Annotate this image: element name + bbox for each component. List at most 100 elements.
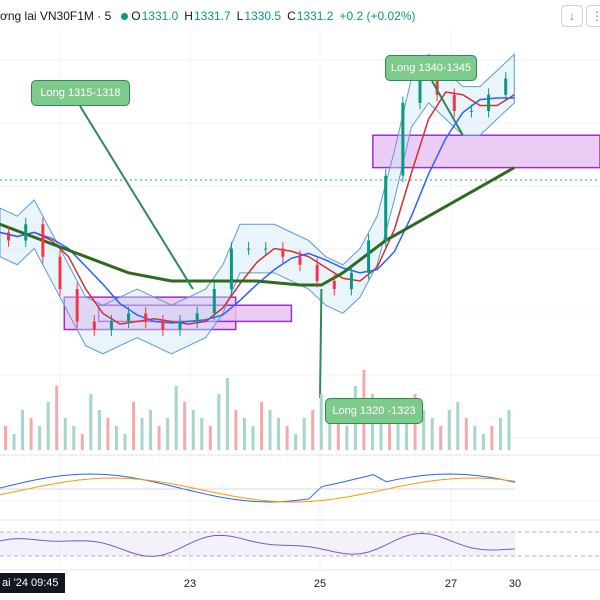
macd-signal-line xyxy=(0,477,516,503)
time-badge: ai '24 09:45 xyxy=(0,573,65,593)
candle-body xyxy=(452,94,456,111)
volume-bar xyxy=(21,410,25,450)
volume-bar xyxy=(405,402,409,450)
more-icon[interactable]: ⋮ xyxy=(586,5,600,27)
candle-body xyxy=(195,313,199,322)
volume-bar xyxy=(379,402,383,450)
annotation-long-1340-1345[interactable]: Long 1340-1345 xyxy=(385,55,477,81)
candle-body xyxy=(332,280,336,290)
volume-bar xyxy=(191,410,195,450)
volume-bar xyxy=(396,418,400,450)
volume-bar xyxy=(132,402,135,450)
open-label: O xyxy=(131,9,141,23)
candle-body xyxy=(487,94,491,111)
candle-body xyxy=(127,313,131,322)
volume-bar xyxy=(251,426,255,450)
close-label: C xyxy=(287,9,296,23)
volume-bar xyxy=(97,410,101,450)
volume-bar xyxy=(336,418,340,450)
candle-body xyxy=(247,248,251,250)
volume-bar xyxy=(29,418,33,450)
candle-body xyxy=(315,264,319,281)
volume-bar xyxy=(388,410,391,450)
candle-body xyxy=(435,78,439,95)
candle-body xyxy=(349,272,353,290)
annotation-pointer xyxy=(319,289,323,399)
volume-bar xyxy=(277,418,281,450)
candle-body xyxy=(469,110,473,112)
volume-bar xyxy=(72,426,76,450)
volume-bar xyxy=(490,426,494,450)
volume-bar xyxy=(89,394,93,450)
volume-bar xyxy=(473,426,477,450)
volume-bar xyxy=(55,386,59,450)
candle-body xyxy=(229,248,233,290)
symbol-title[interactable]: ơng lai VN30F1M · 5 xyxy=(0,9,112,23)
volume-bar xyxy=(481,434,485,450)
volume-bar xyxy=(345,426,349,450)
x-tick: 30 xyxy=(508,578,522,590)
volume-bar xyxy=(311,410,315,450)
x-tick: 27 xyxy=(444,578,458,590)
x-tick: 23 xyxy=(183,578,197,590)
volume-bar xyxy=(174,386,178,450)
volume-bar xyxy=(225,378,229,450)
volume-bar xyxy=(183,402,187,450)
volume-bar xyxy=(200,418,204,450)
volume-bar xyxy=(464,418,468,450)
candle-body xyxy=(298,256,302,265)
volume-bar xyxy=(507,410,511,450)
volume-bar xyxy=(46,402,50,450)
volume-bar xyxy=(268,410,272,450)
volume-bar xyxy=(422,410,426,450)
macd-line xyxy=(0,473,516,503)
volume-bar xyxy=(114,426,118,450)
candle-body xyxy=(384,175,388,241)
high-value: 1331.7 xyxy=(193,9,231,23)
candle-body xyxy=(281,248,285,257)
volume-bar xyxy=(166,418,170,450)
volume-bar xyxy=(498,418,502,450)
low-label: L xyxy=(236,9,244,23)
volume-bar xyxy=(328,402,332,450)
candle-body xyxy=(144,313,148,322)
x-tick: 25 xyxy=(313,578,327,590)
rsi-band xyxy=(0,532,515,556)
volume-bar xyxy=(319,394,323,450)
ma-long-line xyxy=(0,166,516,287)
volume-bar xyxy=(260,402,263,450)
annotation-long-1320-1323[interactable]: Long 1320 -1323 xyxy=(325,398,423,424)
volume-bar xyxy=(80,434,84,450)
close-value: 1331.2 xyxy=(296,9,334,23)
status-dot xyxy=(121,12,129,20)
low-value: 1330.5 xyxy=(244,9,282,23)
high-label: H xyxy=(184,9,193,23)
zone-box xyxy=(372,134,600,169)
candle-body xyxy=(7,232,11,241)
volume-bar xyxy=(38,426,42,450)
ma-mid-line xyxy=(0,91,515,325)
volume-bar xyxy=(140,418,144,450)
candle-body xyxy=(367,240,371,273)
candle-body xyxy=(401,102,405,176)
volume-bar xyxy=(217,394,221,450)
candle-body xyxy=(161,321,165,330)
candle-body xyxy=(504,78,508,95)
candle-body xyxy=(264,248,268,250)
annotation-pointer xyxy=(79,105,194,290)
candle-body xyxy=(58,256,62,290)
candle-body xyxy=(41,224,45,257)
arrow-down-icon[interactable]: ↓ xyxy=(561,5,583,27)
candle-body xyxy=(24,224,28,241)
volume-bar xyxy=(123,434,127,450)
volume-bar xyxy=(456,402,460,450)
annotation-long-1315-1318[interactable]: Long 1315-1318 xyxy=(31,80,130,106)
candle-body xyxy=(212,289,216,314)
volume-bar xyxy=(285,426,289,450)
volume-bar xyxy=(294,434,298,450)
candle-body xyxy=(92,321,96,330)
volume-bar xyxy=(447,410,451,450)
volume-bar xyxy=(149,410,153,450)
volume-bar xyxy=(302,418,306,450)
